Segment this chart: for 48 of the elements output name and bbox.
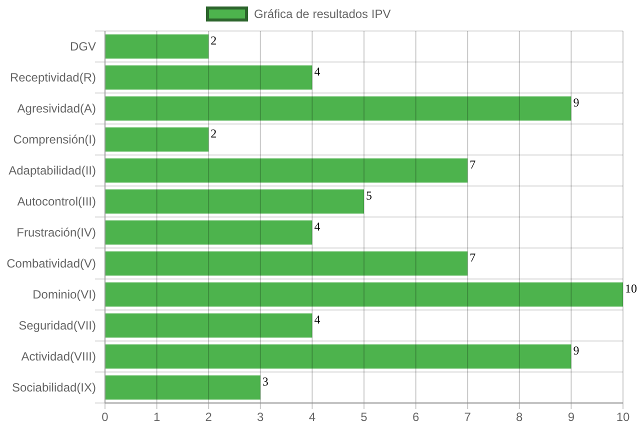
x-tick-label: 10 — [616, 410, 630, 424]
data-label: 4 — [314, 64, 320, 78]
x-tick-label: 2 — [205, 410, 212, 424]
x-tick-label: 0 — [102, 410, 109, 424]
y-tick-label: Frustración(IV) — [16, 226, 96, 240]
x-tick-label: 7 — [464, 410, 472, 424]
data-label: 5 — [366, 188, 372, 202]
bar — [105, 220, 312, 245]
x-tick-label: 6 — [412, 410, 420, 424]
bar — [105, 313, 312, 338]
bar — [105, 65, 312, 90]
bar — [105, 375, 260, 400]
data-label: 7 — [470, 157, 476, 172]
data-label: 4 — [314, 219, 320, 234]
bar — [105, 344, 572, 369]
data-label: 3 — [262, 374, 268, 388]
y-tick-label: Adaptabilidad(II) — [8, 164, 96, 178]
x-tick-label: 8 — [516, 410, 524, 424]
bar — [105, 282, 623, 307]
y-tick-label: Receptividad(R) — [10, 70, 96, 85]
y-tick-label: Dominio(VI) — [32, 288, 96, 302]
bar — [105, 127, 209, 152]
y-tick-label: Comprensión(I) — [13, 132, 96, 147]
data-label: 9 — [573, 95, 580, 110]
data-label: 10 — [625, 281, 637, 296]
x-tick-label: 4 — [308, 410, 316, 424]
y-tick-label: Agresividad(A) — [17, 102, 96, 116]
data-label: 9 — [573, 343, 580, 358]
x-tick-label: 3 — [257, 410, 264, 424]
y-tick-label: Autocontrol(III) — [17, 194, 96, 209]
bar — [105, 189, 364, 214]
bar — [105, 158, 468, 183]
x-tick-label: 9 — [568, 410, 575, 424]
y-tick-label: DGV — [70, 40, 96, 54]
y-tick-label: Combatividad(V) — [6, 256, 96, 271]
y-tick-label: Seguridad(VII) — [18, 318, 96, 333]
data-label: 2 — [210, 33, 217, 48]
data-label: 7 — [470, 250, 476, 264]
bar — [105, 251, 468, 276]
bar — [105, 96, 572, 121]
y-tick-label: Sociabilidad(IX) — [12, 380, 96, 395]
legend-label: Gráfica de resultados IPV — [254, 7, 391, 22]
data-label: 2 — [210, 126, 217, 140]
y-tick-label: Actividad(VIII) — [21, 350, 96, 364]
bar — [105, 34, 209, 59]
x-tick-label: 5 — [360, 410, 368, 424]
data-label: 4 — [314, 312, 320, 326]
x-tick-label: 1 — [153, 410, 160, 424]
